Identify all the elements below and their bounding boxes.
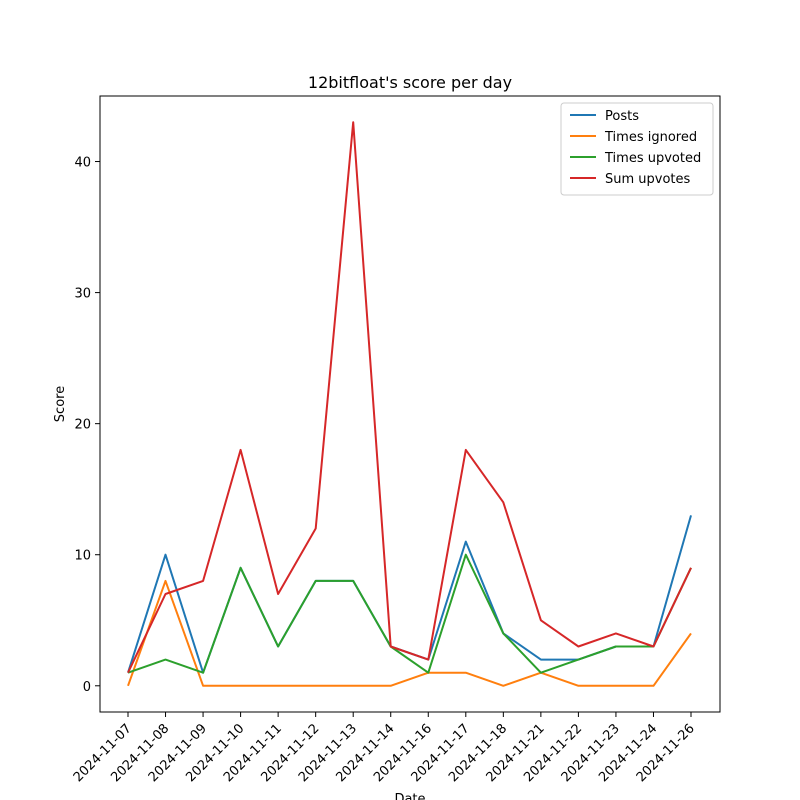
legend-box <box>560 102 714 196</box>
x-axis-title: Date <box>394 792 425 800</box>
chart-title: 12bitfloat's score per day <box>308 73 512 92</box>
y-axis: 0 10 20 30 40 <box>74 156 100 695</box>
legend-label-times-upvoted: Times upvoted <box>604 151 701 166</box>
y-tick-label: 30 <box>74 287 91 302</box>
series-line-times-ignored <box>127 579 692 687</box>
legend-label-sum-upvotes: Sum upvotes <box>605 172 691 187</box>
y-tick-label: 0 <box>83 680 91 695</box>
legend-label-posts: Posts <box>605 109 639 124</box>
legend: Posts Times ignored Times upvoted Sum upvot… <box>560 102 714 196</box>
series-layer <box>127 121 692 687</box>
series-line-sum-upvotes <box>127 121 692 674</box>
legend-label-times-ignored: Times ignored <box>604 130 697 145</box>
plot-area-frame <box>99 95 721 713</box>
series-line-times-upvoted <box>127 553 692 674</box>
y-tick-label: 20 <box>74 418 91 433</box>
y-tick-label: 40 <box>74 156 91 171</box>
x-axis: 2024-11-072024-11-082024-11-092024-11-10… <box>71 712 698 785</box>
y-tick-label: 10 <box>74 549 91 564</box>
y-axis-title: Score <box>53 386 68 422</box>
